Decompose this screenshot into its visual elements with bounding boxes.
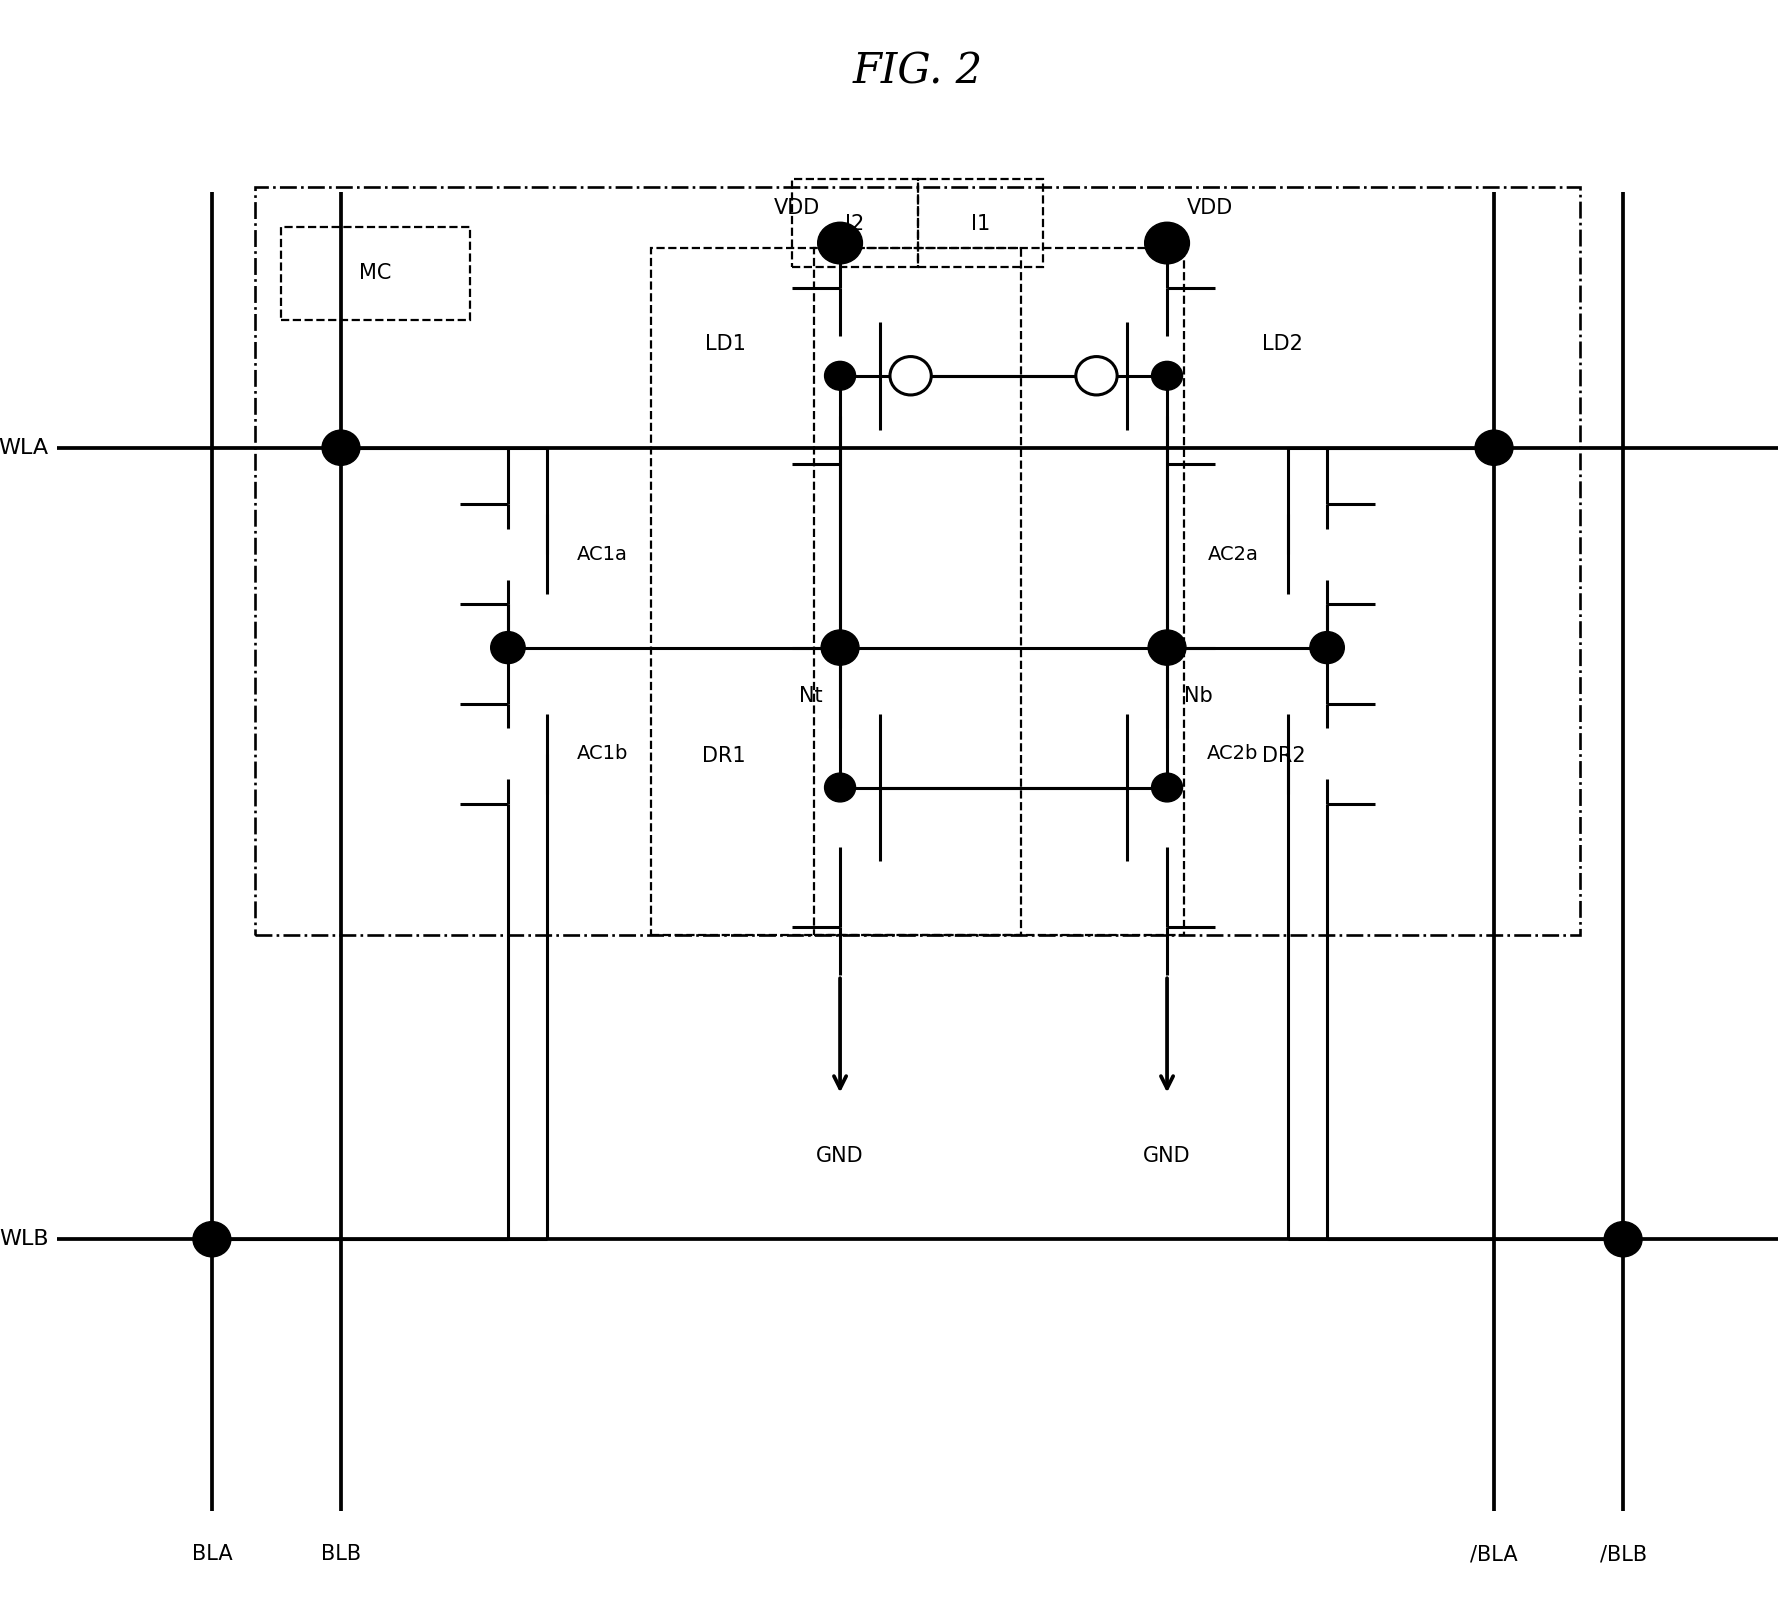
Text: AC2a: AC2a [1207, 545, 1259, 563]
Bar [651, 248, 1021, 935]
Text: GND: GND [1143, 1146, 1191, 1166]
Circle shape [1310, 632, 1344, 664]
Circle shape [1076, 357, 1117, 395]
Text: /BLB: /BLB [1600, 1545, 1646, 1564]
Circle shape [818, 222, 862, 264]
Circle shape [194, 1222, 231, 1257]
Circle shape [891, 357, 932, 395]
Circle shape [1145, 222, 1189, 264]
Text: /BLA: /BLA [1470, 1545, 1518, 1564]
Text: Nt: Nt [800, 686, 823, 705]
Text: AC1b: AC1b [576, 745, 628, 763]
Text: LD1: LD1 [704, 334, 745, 353]
Text: WLB: WLB [0, 1230, 48, 1249]
Bar [281, 227, 469, 320]
Bar [254, 187, 1581, 935]
Text: DR1: DR1 [702, 745, 745, 766]
Circle shape [821, 630, 859, 665]
Circle shape [825, 361, 855, 390]
Circle shape [1149, 630, 1186, 665]
Text: I1: I1 [971, 214, 990, 233]
Text: GND: GND [816, 1146, 864, 1166]
Circle shape [825, 774, 855, 803]
Text: AC1a: AC1a [576, 545, 628, 563]
Bar [917, 179, 1044, 267]
Text: BLB: BLB [320, 1545, 361, 1564]
Circle shape [491, 632, 525, 664]
Bar [814, 248, 1184, 935]
Text: I2: I2 [845, 214, 864, 233]
Text: LD2: LD2 [1262, 334, 1303, 353]
Text: AC2b: AC2b [1207, 745, 1259, 763]
Text: FIG. 2: FIG. 2 [852, 51, 983, 93]
Text: WLA: WLA [0, 438, 48, 457]
Text: Nb: Nb [1184, 686, 1213, 705]
Circle shape [1152, 774, 1182, 803]
Circle shape [322, 430, 359, 465]
Text: MC: MC [359, 264, 391, 283]
Circle shape [1476, 430, 1513, 465]
Text: BLA: BLA [192, 1545, 233, 1564]
Text: VDD: VDD [1188, 198, 1234, 217]
Circle shape [1604, 1222, 1643, 1257]
Bar [791, 179, 917, 267]
Circle shape [1152, 361, 1182, 390]
Text: DR2: DR2 [1262, 745, 1305, 766]
Text: VDD: VDD [773, 198, 820, 217]
